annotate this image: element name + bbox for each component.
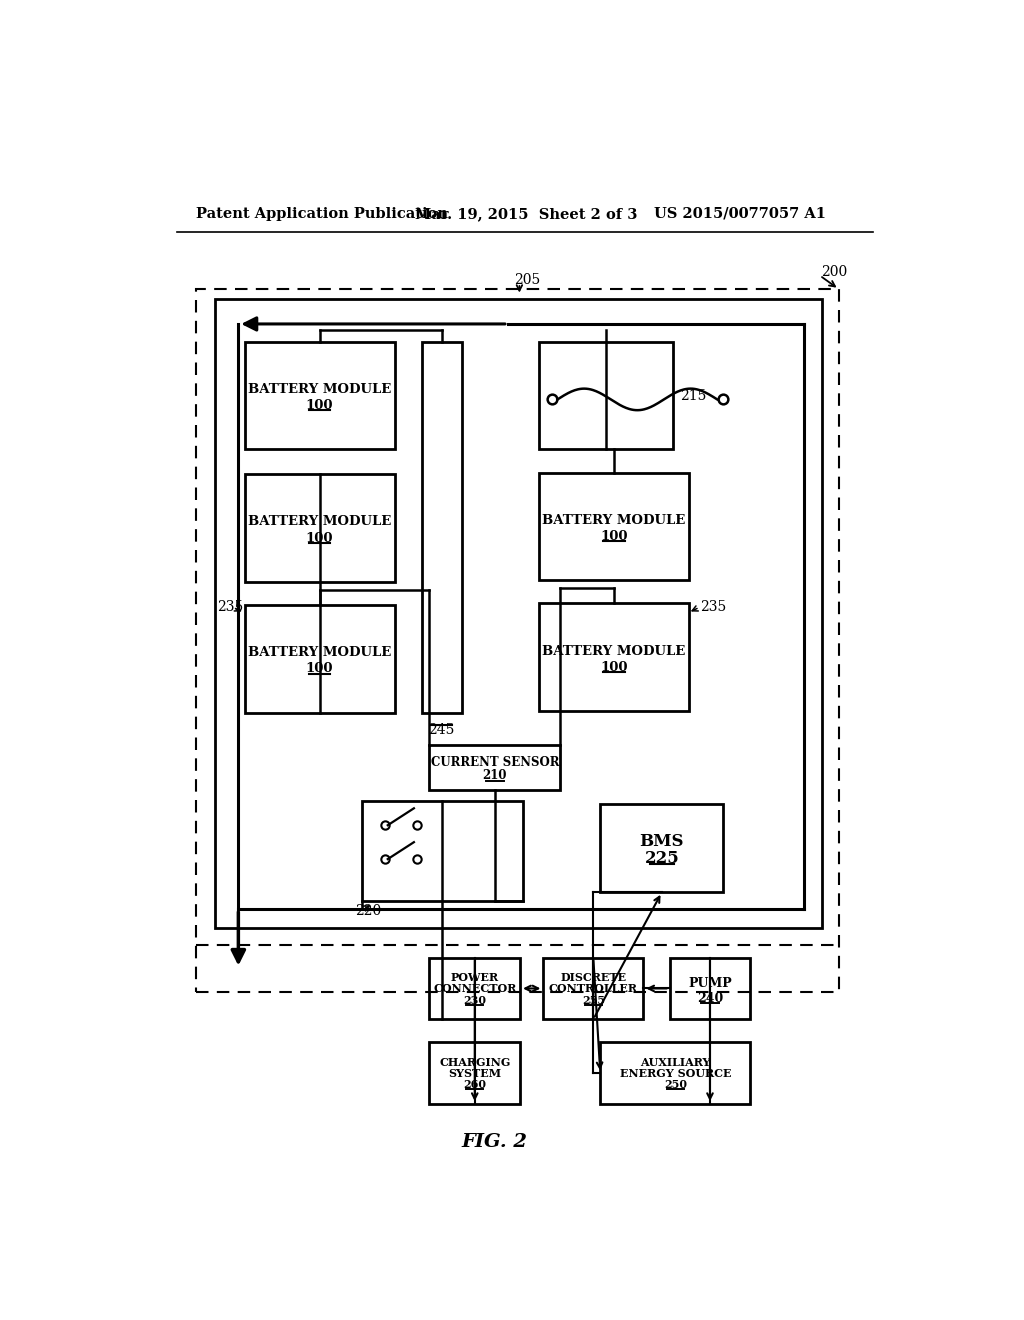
Text: 230: 230 [463, 994, 486, 1006]
Text: 235: 235 [217, 599, 243, 614]
Text: AUXILIARY: AUXILIARY [640, 1057, 711, 1068]
Bar [670, 958, 751, 1019]
Bar [544, 958, 643, 1019]
Text: PUMP: PUMP [688, 977, 732, 990]
Bar [422, 342, 462, 713]
Text: 200: 200 [821, 265, 848, 280]
Text: 210: 210 [482, 770, 507, 783]
Bar [539, 473, 689, 581]
Bar [429, 1043, 520, 1104]
Text: 100: 100 [600, 529, 628, 543]
Text: 220: 220 [355, 904, 382, 919]
Bar [539, 603, 689, 711]
Text: CHARGING: CHARGING [439, 1057, 510, 1068]
Text: 250: 250 [664, 1080, 687, 1090]
Text: 100: 100 [306, 532, 334, 545]
Text: BMS: BMS [640, 833, 684, 850]
Text: 240: 240 [697, 991, 723, 1005]
Text: BATTERY MODULE: BATTERY MODULE [248, 515, 391, 528]
Text: BATTERY MODULE: BATTERY MODULE [542, 513, 685, 527]
Bar [245, 474, 394, 582]
Text: 260: 260 [463, 1080, 486, 1090]
Text: 215: 215 [680, 388, 706, 403]
Text: 245: 245 [428, 723, 455, 737]
Text: 205: 205 [514, 273, 541, 286]
Bar [600, 804, 724, 892]
Text: Mar. 19, 2015  Sheet 2 of 3: Mar. 19, 2015 Sheet 2 of 3 [416, 207, 638, 220]
Bar [429, 958, 520, 1019]
Text: ENERGY SOURCE: ENERGY SOURCE [620, 1068, 731, 1078]
Text: US 2015/0077057 A1: US 2015/0077057 A1 [654, 207, 826, 220]
Text: BATTERY MODULE: BATTERY MODULE [248, 647, 391, 659]
Text: POWER: POWER [451, 972, 499, 983]
Text: SYSTEM: SYSTEM [449, 1068, 502, 1078]
Bar [539, 342, 674, 449]
Bar [245, 342, 394, 449]
Text: Patent Application Publication: Patent Application Publication [196, 207, 449, 220]
Text: BATTERY MODULE: BATTERY MODULE [248, 383, 391, 396]
Text: 100: 100 [306, 663, 334, 676]
Bar [245, 605, 394, 713]
Text: 255: 255 [582, 994, 605, 1006]
Bar [215, 298, 822, 928]
Bar [429, 744, 560, 789]
Text: CONNECTOR: CONNECTOR [433, 983, 516, 994]
Text: 100: 100 [600, 661, 628, 675]
Text: 225: 225 [644, 850, 679, 867]
Text: 235: 235 [700, 599, 727, 614]
Text: FIG. 2: FIG. 2 [462, 1134, 527, 1151]
Bar [196, 289, 839, 991]
Text: 100: 100 [306, 399, 334, 412]
Bar [361, 801, 523, 902]
Text: CONTROLLER: CONTROLLER [549, 983, 638, 994]
Bar [600, 1043, 751, 1104]
Text: BATTERY MODULE: BATTERY MODULE [542, 644, 685, 657]
Text: DISCRETE: DISCRETE [560, 972, 627, 983]
Text: CURRENT SENSOR: CURRENT SENSOR [430, 755, 559, 768]
